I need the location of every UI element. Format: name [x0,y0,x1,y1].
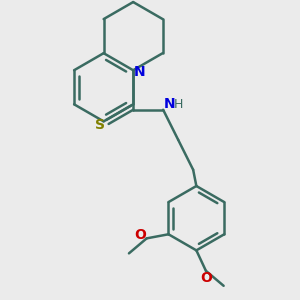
Text: N: N [134,64,146,79]
Text: N: N [163,97,175,111]
Text: O: O [200,272,212,286]
Text: S: S [95,118,105,132]
Text: O: O [134,228,146,242]
Text: H: H [173,98,183,111]
